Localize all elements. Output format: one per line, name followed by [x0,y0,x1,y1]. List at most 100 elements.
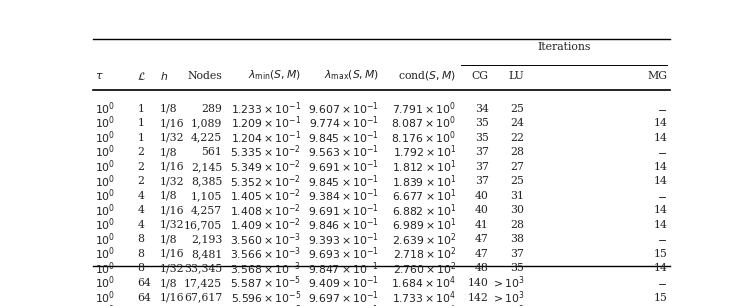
Text: 1,105: 1,105 [190,191,222,201]
Text: $10^0$: $10^0$ [95,246,115,262]
Text: 14: 14 [653,263,667,274]
Text: $1.405 \times 10^{-2}$: $1.405 \times 10^{-2}$ [231,188,301,204]
Text: 28: 28 [510,220,525,230]
Text: $6.677 \times 10^{1}$: $6.677 \times 10^{1}$ [392,188,456,204]
Text: 1/32: 1/32 [160,133,185,143]
Text: $\mathcal{L}$: $\mathcal{L}$ [138,69,147,82]
Text: 1/32: 1/32 [160,176,185,186]
Text: 2: 2 [138,147,144,157]
Text: $10^0$: $10^0$ [95,159,115,175]
Text: $\lambda_{\min}(S, M)$: $\lambda_{\min}(S, M)$ [248,69,301,82]
Text: 140: 140 [468,278,489,288]
Text: $3.566 \times 10^{-3}$: $3.566 \times 10^{-3}$ [230,246,301,262]
Text: $9.607 \times 10^{-1}$: $9.607 \times 10^{-1}$ [308,100,379,117]
Text: 35: 35 [475,133,489,143]
Text: $-$: $-$ [658,191,667,201]
Text: 4: 4 [138,220,144,230]
Text: $10^0$: $10^0$ [95,231,115,248]
Text: 37: 37 [510,249,525,259]
Text: 1: 1 [138,133,144,143]
Text: 1/8: 1/8 [160,278,178,288]
Text: 1/8: 1/8 [160,234,178,244]
Text: $10^0$: $10^0$ [95,173,115,190]
Text: $5.352 \times 10^{-2}$: $5.352 \times 10^{-2}$ [231,173,301,190]
Text: 47: 47 [475,249,489,259]
Text: 24: 24 [510,118,525,128]
Text: Nodes: Nodes [187,71,222,80]
Text: 47: 47 [475,234,489,244]
Text: $10^0$: $10^0$ [95,144,115,161]
Text: 34: 34 [475,104,489,114]
Text: $5.335 \times 10^{-2}$: $5.335 \times 10^{-2}$ [231,144,301,161]
Text: 15: 15 [653,249,667,259]
Text: 14: 14 [653,220,667,230]
Text: $1.839 \times 10^{1}$: $1.839 \times 10^{1}$ [392,173,456,190]
Text: 2: 2 [138,162,144,172]
Text: $1.812 \times 10^{1}$: $1.812 \times 10^{1}$ [392,159,456,175]
Text: $10^0$: $10^0$ [95,129,115,146]
Text: 64: 64 [138,293,151,303]
Text: $5.598 \times 10^{-5}$: $5.598 \times 10^{-5}$ [231,304,301,306]
Text: $2.718 \times 10^{2}$: $2.718 \times 10^{2}$ [393,246,456,262]
Text: 1/8: 1/8 [160,104,178,114]
Text: 37: 37 [475,176,489,186]
Text: $9.563 \times 10^{-1}$: $9.563 \times 10^{-1}$ [308,144,379,161]
Text: $9.691 \times 10^{-1}$: $9.691 \times 10^{-1}$ [308,202,379,219]
Text: $5.587 \times 10^{-5}$: $5.587 \times 10^{-5}$ [230,275,301,291]
Text: 14: 14 [653,162,667,172]
Text: $>10^3$: $>10^3$ [491,289,525,306]
Text: 27: 27 [510,162,525,172]
Text: $9.393 \times 10^{-1}$: $9.393 \times 10^{-1}$ [308,231,379,248]
Text: 1/16: 1/16 [160,162,185,172]
Text: $2.760 \times 10^{2}$: $2.760 \times 10^{2}$ [393,260,456,277]
Text: 8,481: 8,481 [190,249,222,259]
Text: 1/16: 1/16 [160,293,185,303]
Text: 8: 8 [138,263,144,274]
Text: 142: 142 [468,293,489,303]
Text: 35: 35 [510,263,525,274]
Text: 8: 8 [138,234,144,244]
Text: $10^0$: $10^0$ [95,260,115,277]
Text: 1: 1 [138,104,144,114]
Text: 30: 30 [510,205,525,215]
Text: $-$: $-$ [658,234,667,244]
Text: 17,425: 17,425 [184,278,222,288]
Text: $10^0$: $10^0$ [95,115,115,131]
Text: $10^0$: $10^0$ [95,202,115,219]
Text: 4,257: 4,257 [191,205,222,215]
Text: $10^0$: $10^0$ [95,188,115,204]
Text: $9.774 \times 10^{-1}$: $9.774 \times 10^{-1}$ [310,115,379,131]
Text: $-$: $-$ [658,278,667,288]
Text: 33,345: 33,345 [184,263,222,274]
Text: $9.847 \times 10^{-1}$: $9.847 \times 10^{-1}$ [308,260,379,277]
Text: 1/32: 1/32 [160,220,185,230]
Text: $10^0$: $10^0$ [95,275,115,291]
Text: 37: 37 [475,147,489,157]
Text: $5.349 \times 10^{-2}$: $5.349 \times 10^{-2}$ [231,159,301,175]
Text: $6.989 \times 10^{1}$: $6.989 \times 10^{1}$ [392,217,456,233]
Text: 67,617: 67,617 [184,293,222,303]
Text: $1.409 \times 10^{-2}$: $1.409 \times 10^{-2}$ [231,217,301,233]
Text: 2,193: 2,193 [190,234,222,244]
Text: CG: CG [472,71,489,80]
Text: 2,145: 2,145 [191,162,222,172]
Text: 14: 14 [653,133,667,143]
Text: $9.845 \times 10^{-1}$: $9.845 \times 10^{-1}$ [308,173,379,190]
Text: 8: 8 [138,249,144,259]
Text: 41: 41 [475,220,489,230]
Text: $2.639 \times 10^{2}$: $2.639 \times 10^{2}$ [392,231,456,248]
Text: $8.087 \times 10^{0}$: $8.087 \times 10^{0}$ [391,115,456,131]
Text: 4: 4 [138,205,144,215]
Text: $9.697 \times 10^{-1}$: $9.697 \times 10^{-1}$ [308,289,379,306]
Text: $5.596 \times 10^{-5}$: $5.596 \times 10^{-5}$ [231,289,301,306]
Text: $9.846 \times 10^{-1}$: $9.846 \times 10^{-1}$ [308,217,379,233]
Text: $9.384 \times 10^{-1}$: $9.384 \times 10^{-1}$ [308,188,379,204]
Text: $h$: $h$ [160,69,168,82]
Text: $1.233 \times 10^{-1}$: $1.233 \times 10^{-1}$ [231,100,301,117]
Text: 25: 25 [510,104,525,114]
Text: 16,705: 16,705 [184,220,222,230]
Text: $1.684 \times 10^{4}$: $1.684 \times 10^{4}$ [391,275,456,291]
Text: 31: 31 [510,191,525,201]
Text: $10^0$: $10^0$ [95,217,115,233]
Text: 22: 22 [510,133,525,143]
